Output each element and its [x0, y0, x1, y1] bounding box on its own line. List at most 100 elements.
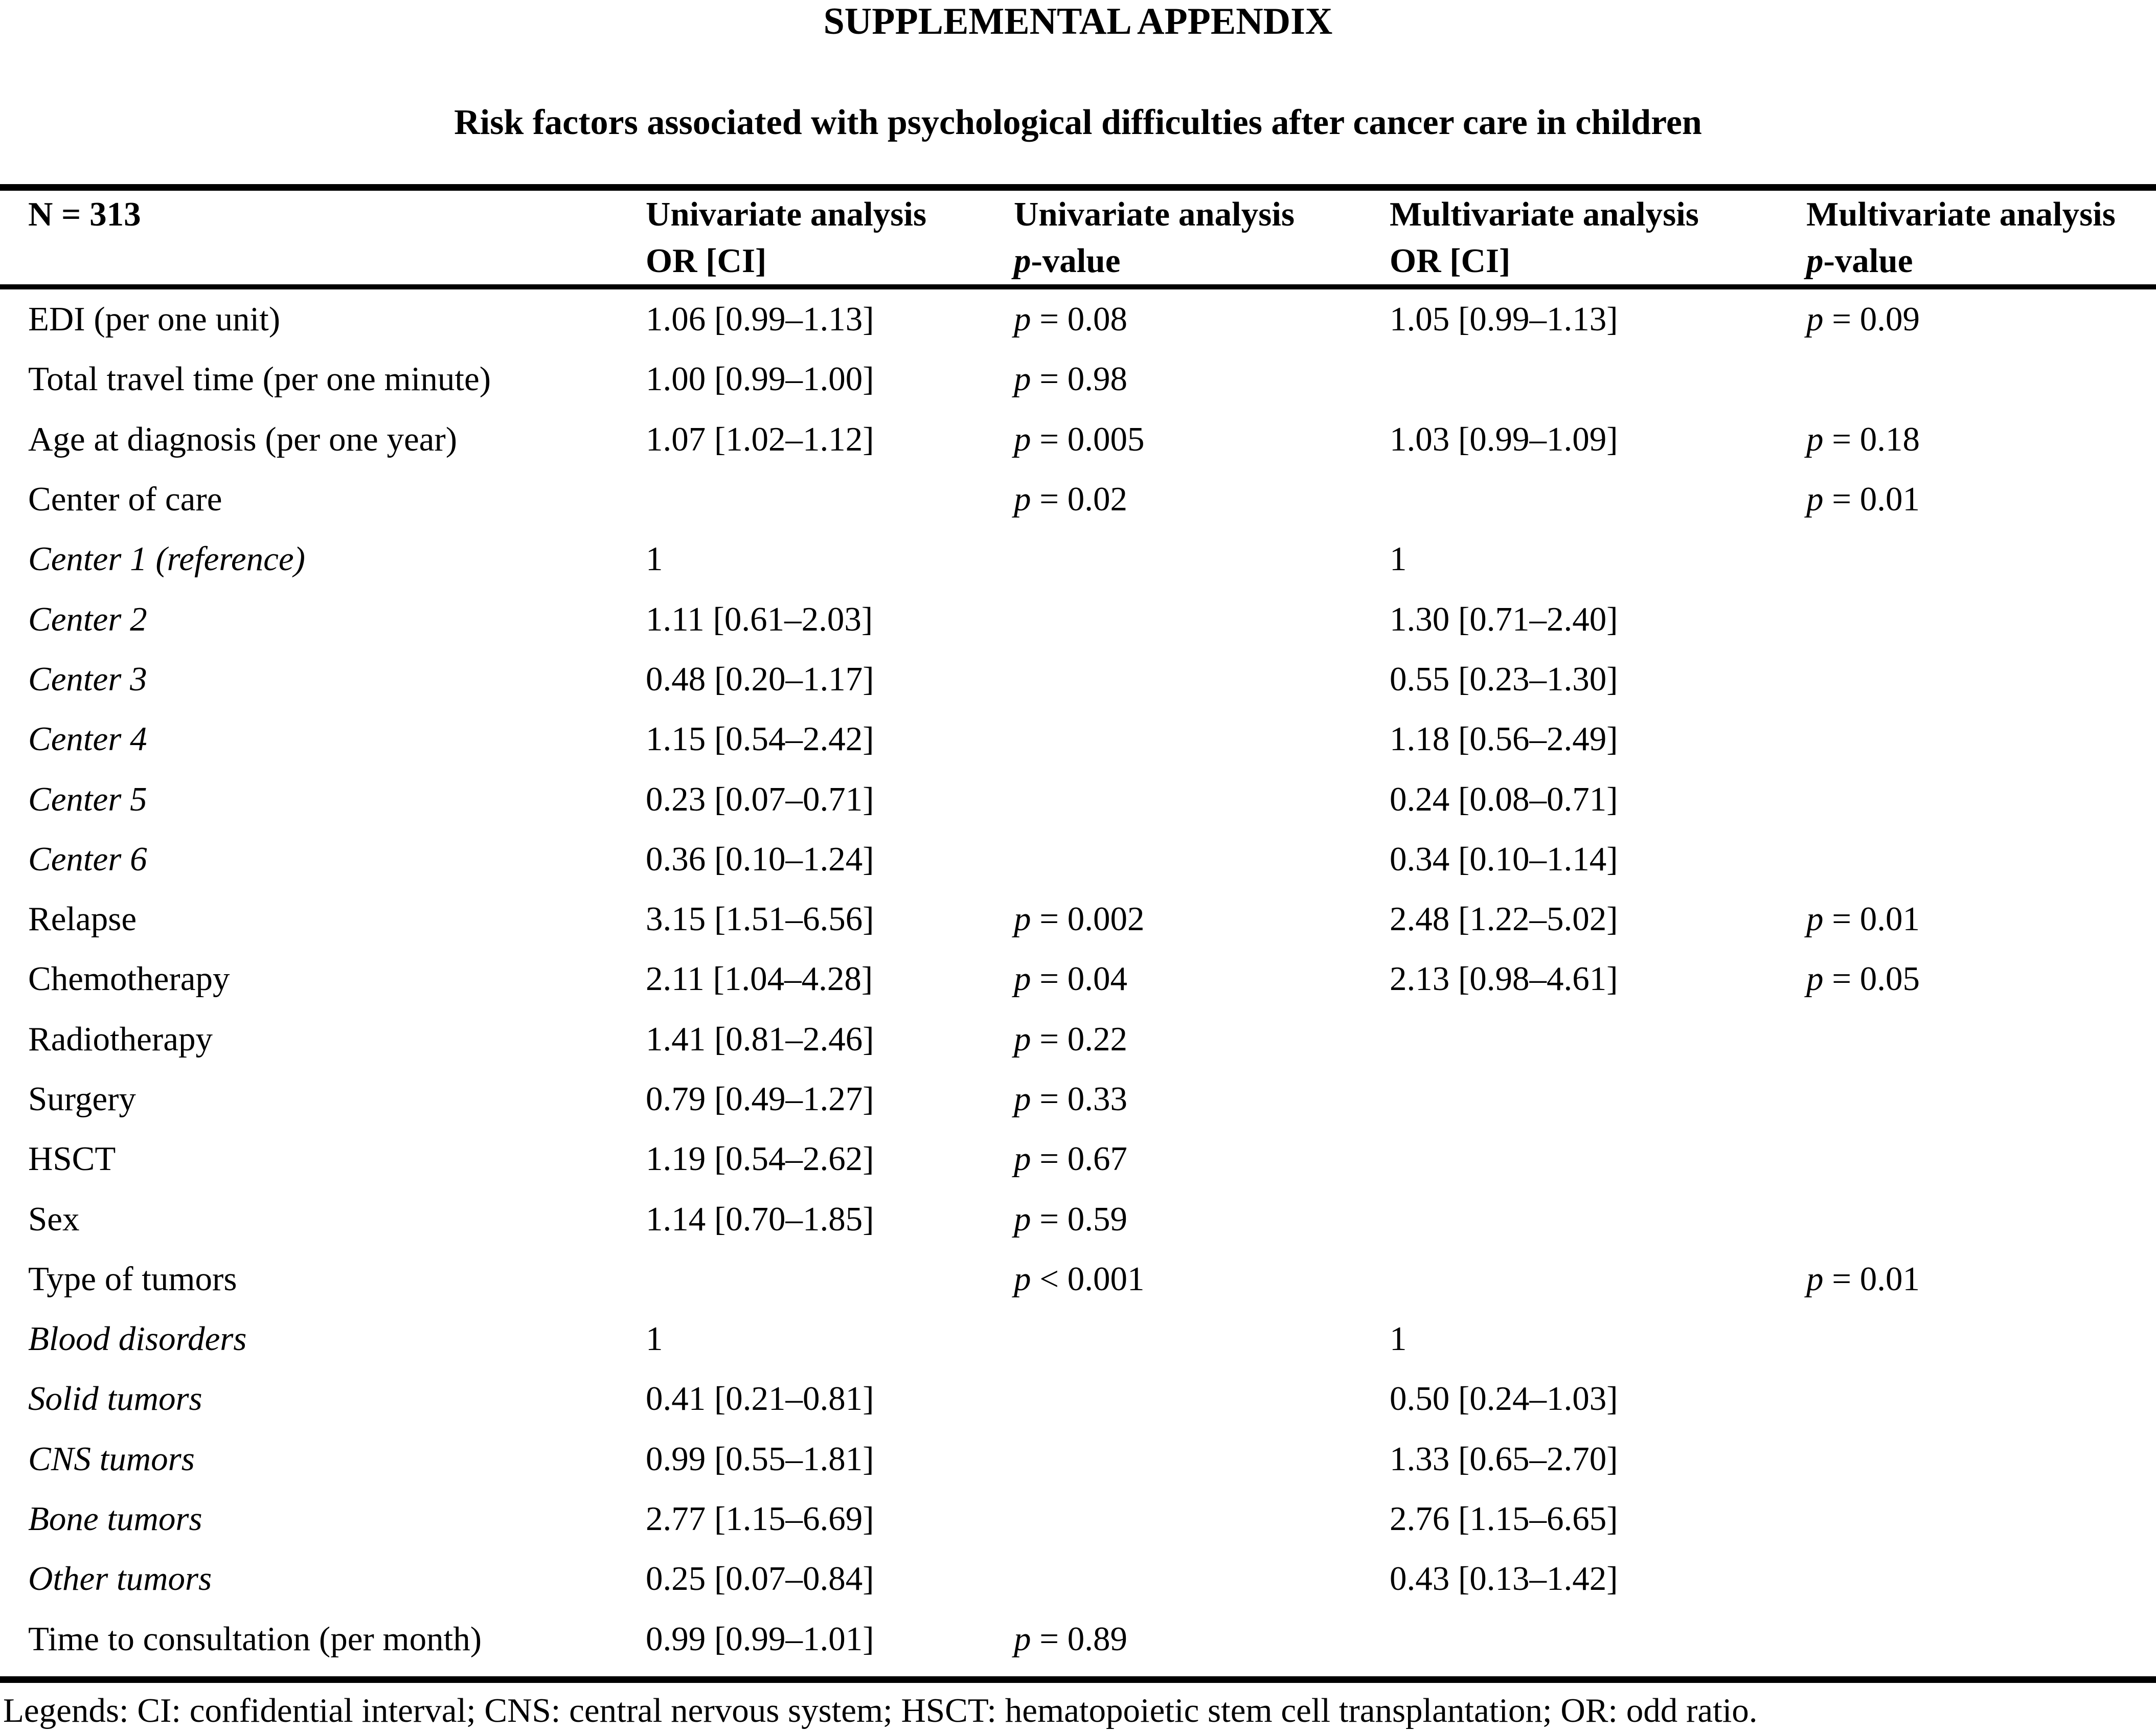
- table-row: Center 5 0.23 [0.07–0.71] 0.24 [0.08–0.71]: [28, 769, 2156, 829]
- cell-multivariate-p: p = 0.01: [1806, 480, 1920, 519]
- cell-multivariate-p: p = 0.05: [1806, 960, 1920, 998]
- column-header-line2: p-value: [1014, 241, 1121, 280]
- column-header-line2: p-value: [1806, 241, 1913, 280]
- table-row: Sex 1.14 [0.70–1.85] p = 0.59: [28, 1189, 2156, 1249]
- cell-multivariate-or: 2.48 [1.22–5.02]: [1390, 900, 1618, 938]
- cell-univariate-or: 1.07 [1.02–1.12]: [646, 420, 874, 458]
- row-label: Other tumors: [28, 1560, 212, 1598]
- table-row: Surgery 0.79 [0.49–1.27] p = 0.33: [28, 1069, 2156, 1129]
- cell-multivariate-p: p = 0.01: [1806, 1260, 1920, 1298]
- row-label: HSCT: [28, 1140, 116, 1178]
- cell-univariate-or: 1.06 [0.99–1.13]: [646, 300, 874, 339]
- table-row: Center of care p = 0.02 p = 0.01: [28, 469, 2156, 529]
- page-title: SUPPLEMENTAL APPENDIX: [823, 1, 1333, 42]
- row-label: EDI (per one unit): [28, 300, 281, 339]
- cell-univariate-or: 1.14 [0.70–1.85]: [646, 1200, 874, 1238]
- cell-univariate-or: 0.36 [0.10–1.24]: [646, 840, 874, 878]
- cell-univariate-or: 1.15 [0.54–2.42]: [646, 720, 874, 758]
- table-row: Center 2 1.11 [0.61–2.03] 1.30 [0.71–2.40]: [28, 589, 2156, 649]
- table-row: Other tumors 0.25 [0.07–0.84] 0.43 [0.13–1…: [28, 1549, 2156, 1609]
- cell-multivariate-p: p = 0.09: [1806, 300, 1920, 339]
- table-row: Radiotherapy 1.41 [0.81–2.46] p = 0.22: [28, 1009, 2156, 1069]
- row-label: Age at diagnosis (per one year): [28, 420, 458, 458]
- table-row: CNS tumors 0.99 [0.55–1.81] 1.33 [0.65–2.7…: [28, 1429, 2156, 1489]
- cell-multivariate-p: p = 0.18: [1806, 420, 1920, 458]
- row-label: Chemotherapy: [28, 960, 230, 998]
- table-row: Center 1 (reference) 1 1: [28, 529, 2156, 589]
- cell-univariate-or: 0.41 [0.21–0.81]: [646, 1380, 874, 1418]
- cell-univariate-or: 1.11 [0.61–2.03]: [646, 600, 873, 638]
- cell-multivariate-p: p = 0.01: [1806, 900, 1920, 938]
- cell-univariate-or: 1: [646, 1320, 663, 1358]
- cell-univariate-p: p = 0.59: [1014, 1200, 1128, 1238]
- row-label: Type of tumors: [28, 1260, 237, 1298]
- cell-univariate-or: 1.00 [0.99–1.00]: [646, 360, 874, 398]
- cell-univariate-or: 1.19 [0.54–2.62]: [646, 1140, 874, 1178]
- cell-multivariate-or: 1.30 [0.71–2.40]: [1390, 600, 1618, 638]
- table-bottom-rule: [0, 1676, 2156, 1683]
- row-label: Relapse: [28, 900, 137, 938]
- row-label: Surgery: [28, 1080, 136, 1118]
- table-row: Age at diagnosis (per one year) 1.07 [1.0…: [28, 410, 2156, 469]
- cell-univariate-p: p = 0.33: [1014, 1080, 1128, 1118]
- table-row: Center 3 0.48 [0.20–1.17] 0.55 [0.23–1.30]: [28, 649, 2156, 709]
- cell-multivariate-or: 1.03 [0.99–1.09]: [1390, 420, 1618, 458]
- column-header-line1: Univariate analysis: [1014, 195, 1295, 233]
- cell-univariate-p: p = 0.98: [1014, 360, 1128, 398]
- cell-univariate-or: 2.77 [1.15–6.69]: [646, 1500, 874, 1538]
- table-row: Chemotherapy 2.11 [1.04–4.28] p = 0.04 2.13…: [28, 949, 2156, 1009]
- cell-univariate-or: 0.23 [0.07–0.71]: [646, 780, 874, 818]
- cell-univariate-or: 0.99 [0.99–1.01]: [646, 1620, 874, 1658]
- cell-multivariate-or: 1: [1390, 540, 1407, 578]
- table-legend: Legends: CI: confidential interval; CNS:…: [3, 1692, 1758, 1729]
- cell-multivariate-or: 1.33 [0.65–2.70]: [1390, 1440, 1618, 1478]
- row-label: Center 3: [28, 660, 147, 698]
- cell-univariate-or: 0.25 [0.07–0.84]: [646, 1560, 874, 1598]
- cell-univariate-or: 0.99 [0.55–1.81]: [646, 1440, 874, 1478]
- table-row: Time to consultation (per month) 0.99 [0.…: [28, 1609, 2156, 1669]
- table-row: Total travel time (per one minute) 1.00 […: [28, 349, 2156, 409]
- column-header-multivariate-or-ci: Multivariate analysis OR [CI]: [1390, 191, 1806, 284]
- column-header-univariate-or-ci: Univariate analysis OR [CI]: [646, 191, 1014, 284]
- table-row: Solid tumors 0.41 [0.21–0.81] 0.50 [0.24–1…: [28, 1369, 2156, 1429]
- row-label: CNS tumors: [28, 1440, 195, 1478]
- cell-multivariate-or: 0.43 [0.13–1.42]: [1390, 1560, 1618, 1598]
- table-row: Relapse 3.15 [1.51–6.56] p = 0.002 2.48 [1.…: [28, 889, 2156, 949]
- cell-multivariate-or: 0.50 [0.24–1.03]: [1390, 1380, 1618, 1418]
- row-label: Sex: [28, 1200, 80, 1238]
- row-label: Center 6: [28, 840, 147, 878]
- cell-multivariate-or: 0.34 [0.10–1.14]: [1390, 840, 1618, 878]
- column-header-line1: Univariate analysis: [646, 195, 927, 233]
- column-header-line2: [28, 238, 646, 284]
- table-caption: Risk factors associated with psychologic…: [454, 103, 1702, 142]
- row-label: Total travel time (per one minute): [28, 360, 491, 398]
- cell-univariate-p: p = 0.08: [1014, 300, 1128, 339]
- column-header-n-total: N = 313: [28, 191, 646, 284]
- cell-univariate-or: 0.79 [0.49–1.27]: [646, 1080, 874, 1118]
- cell-multivariate-or: 1.05 [0.99–1.13]: [1390, 300, 1618, 339]
- table-header-rule: [0, 284, 2156, 289]
- column-header-line2: OR [CI]: [1390, 241, 1511, 280]
- table-row: Center 4 1.15 [0.54–2.42] 1.18 [0.56–2.49]: [28, 709, 2156, 769]
- cell-univariate-p: p = 0.002: [1014, 900, 1145, 938]
- cell-univariate-or: 0.48 [0.20–1.17]: [646, 660, 874, 698]
- cell-multivariate-or: 0.55 [0.23–1.30]: [1390, 660, 1618, 698]
- table-row: Center 6 0.36 [0.10–1.24] 0.34 [0.10–1.14]: [28, 829, 2156, 889]
- row-label: Radiotherapy: [28, 1020, 213, 1058]
- column-header-multivariate-p-value: Multivariate analysis p-value: [1806, 191, 2156, 284]
- cell-univariate-p: p = 0.22: [1014, 1020, 1128, 1058]
- row-label: Blood disorders: [28, 1320, 247, 1358]
- cell-multivariate-or: 1.18 [0.56–2.49]: [1390, 720, 1618, 758]
- row-label: Center 2: [28, 600, 147, 638]
- cell-univariate-p: p = 0.005: [1014, 420, 1145, 458]
- table-row: Blood disorders 1 1: [28, 1309, 2156, 1369]
- row-label: Center 4: [28, 720, 147, 758]
- cell-univariate-or: 1.41 [0.81–2.46]: [646, 1020, 874, 1058]
- table-row: Bone tumors 2.77 [1.15–6.69] 2.76 [1.15–6.…: [28, 1489, 2156, 1549]
- cell-multivariate-or: 0.24 [0.08–0.71]: [1390, 780, 1618, 818]
- column-header-line2: OR [CI]: [646, 241, 767, 280]
- cell-multivariate-or: 1: [1390, 1320, 1407, 1358]
- row-label: Time to consultation (per month): [28, 1620, 482, 1658]
- cell-multivariate-or: 2.76 [1.15–6.65]: [1390, 1500, 1618, 1538]
- cell-univariate-or: 1: [646, 540, 663, 578]
